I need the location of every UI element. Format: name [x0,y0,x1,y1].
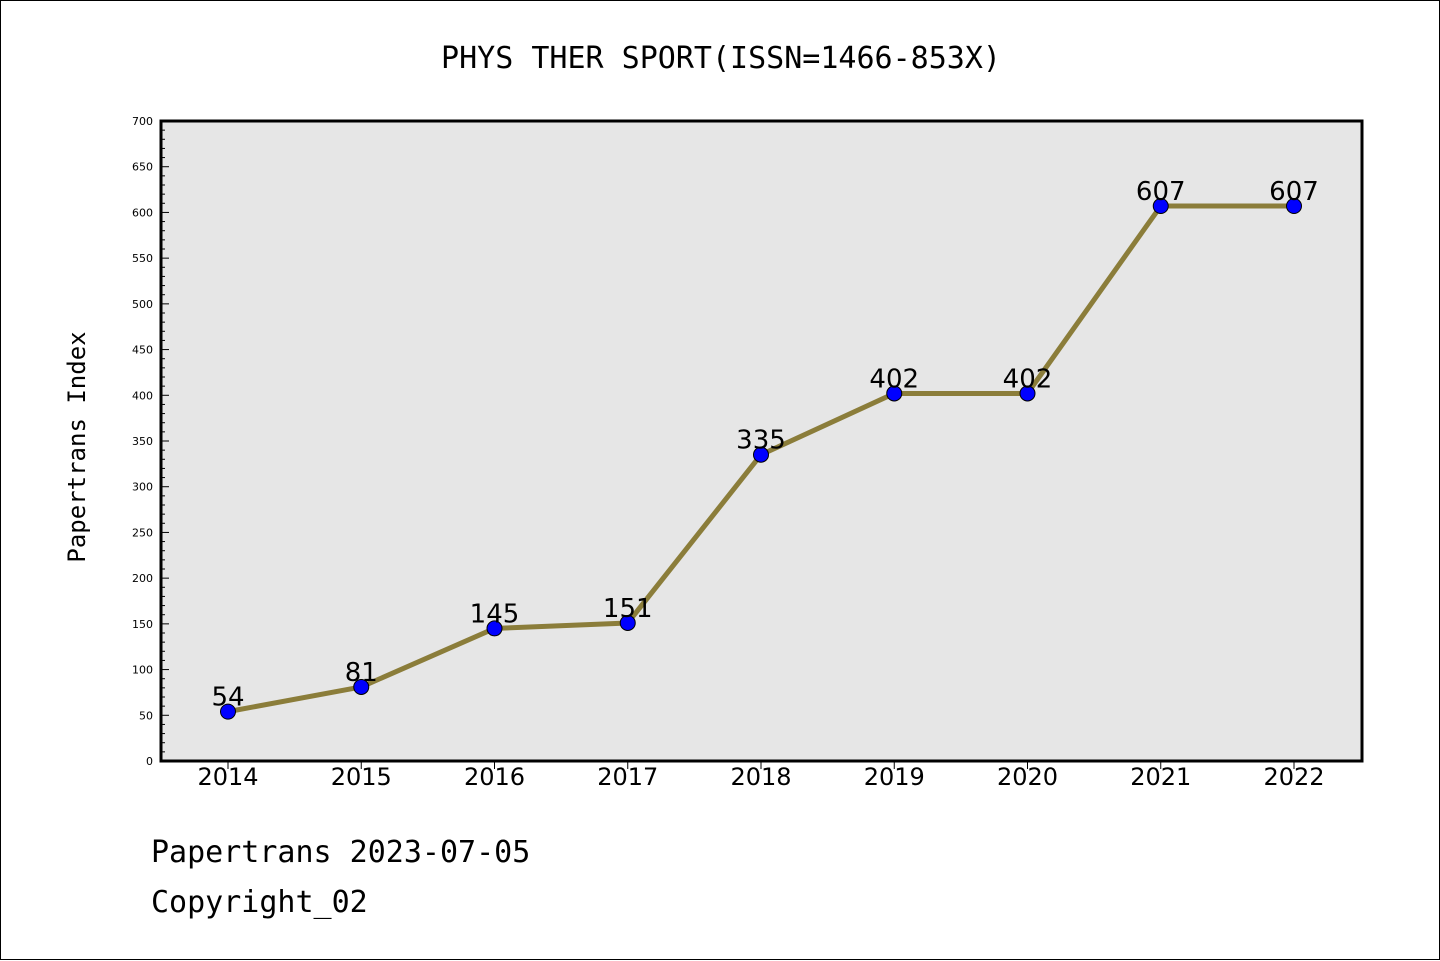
y-tick-label: 250 [132,526,153,539]
x-tick-label: 2018 [730,763,791,791]
data-labels: 54 81 145 151 335 402 402 607 607 [211,177,1318,713]
y-tick-label: 350 [132,435,153,448]
chart-title: PHYS THER SPORT(ISSN=1466-853X) [441,41,1001,76]
data-label: 607 [1269,177,1319,207]
plot-area [161,121,1362,761]
y-tick-label: 550 [132,252,153,265]
data-point [753,446,769,463]
y-axis-ticks: 0 50 100 150 200 250 300 350 400 450 500 550 600 650 7… [132,115,169,768]
data-label: 607 [1136,177,1186,207]
x-tick-label: 2019 [864,763,925,791]
data-label: 335 [736,426,786,456]
data-point [486,620,503,637]
x-tick-label: 2020 [997,763,1058,791]
y-tick-label: 650 [132,161,153,174]
x-tick-label: 2014 [197,763,258,791]
data-label: 402 [869,364,919,394]
data-label: 81 [345,658,378,688]
data-point [886,385,903,402]
y-tick-label: 500 [132,298,153,311]
data-point [220,703,236,720]
x-tick-label: 2017 [597,763,658,791]
x-tick-label: 2021 [1130,763,1191,791]
data-point [1019,385,1036,402]
y-tick-label: 150 [132,618,153,631]
x-tick-label: 2015 [331,763,392,791]
data-point [1286,198,1302,215]
x-tick-label: 2022 [1263,763,1324,791]
y-tick-label: 200 [132,572,153,585]
y-tick-label: 0 [146,755,153,768]
footer-copyright: Copyright_02 [151,885,368,920]
data-point [1152,198,1169,215]
data-label: 402 [1003,364,1053,394]
data-markers [220,198,1302,720]
y-tick-label: 50 [139,709,153,722]
y-tick-label: 100 [132,664,153,677]
data-label: 54 [211,683,244,713]
x-axis-ticks: 2014 2015 2016 2017 2018 2019 2020 2021 2022 [197,761,1325,791]
y-tick-label: 600 [132,206,153,219]
plot-border [159,119,1364,763]
y-tick-label: 400 [132,389,153,402]
data-label: 151 [603,594,653,624]
footer-date-line: Papertrans 2023-07-05 [151,835,531,870]
x-tick-label: 2016 [464,763,525,791]
y-axis-label: Papertrans Index [63,331,91,562]
y-tick-label: 450 [132,344,153,357]
y-tick-label: 700 [132,115,153,128]
data-point [619,614,636,631]
data-label: 145 [470,599,520,629]
y-tick-label: 300 [132,481,153,494]
data-point [353,678,370,695]
